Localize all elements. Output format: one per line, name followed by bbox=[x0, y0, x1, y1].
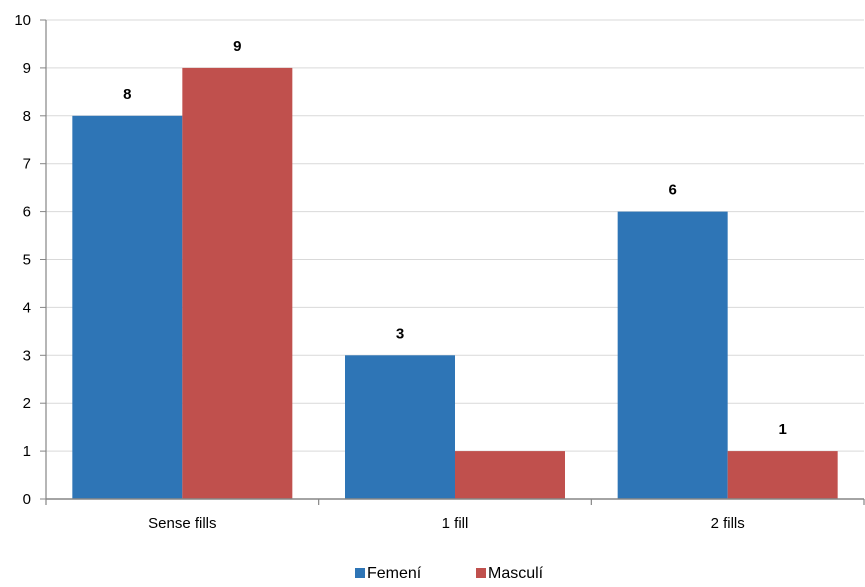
y-axis-tick-labels: 0 1 2 3 4 5 6 7 8 9 10 bbox=[14, 12, 31, 508]
legend-label: Femení bbox=[367, 565, 422, 582]
y-tick-label: 6 bbox=[23, 204, 31, 221]
legend-swatch bbox=[476, 568, 486, 578]
y-tick-label: 8 bbox=[23, 108, 31, 125]
y-tick-label: 10 bbox=[14, 12, 31, 29]
legend: Femení Masculí bbox=[355, 565, 544, 582]
data-label: 1 bbox=[778, 421, 786, 438]
x-axis-category-labels: Sense fills 1 fill 2 fills bbox=[148, 515, 745, 532]
legend-item: Masculí bbox=[476, 565, 544, 582]
data-labels: 8 3 6 9 1 bbox=[123, 38, 787, 438]
x-category-label: 2 fills bbox=[711, 515, 745, 532]
data-label: 3 bbox=[396, 325, 404, 342]
y-tick-label: 5 bbox=[23, 252, 31, 269]
bar-femen--2 bbox=[345, 355, 455, 499]
y-tick-label: 3 bbox=[23, 347, 31, 364]
bar-mascul--1 bbox=[182, 67, 293, 500]
bar-mascul--3 bbox=[727, 451, 838, 499]
bar-mascul--2 bbox=[455, 451, 565, 499]
axes bbox=[40, 19, 865, 505]
x-category-label: 1 fill bbox=[442, 515, 469, 532]
bars bbox=[72, 67, 838, 500]
legend-label: Masculí bbox=[488, 565, 544, 582]
y-tick-label: 2 bbox=[23, 395, 31, 412]
data-label: 6 bbox=[668, 182, 676, 199]
data-label: 8 bbox=[123, 86, 131, 103]
bar-femen--1 bbox=[72, 115, 183, 500]
legend-item: Femení bbox=[355, 565, 422, 582]
y-tick-label: 7 bbox=[23, 156, 31, 173]
x-category-label: Sense fills bbox=[148, 515, 216, 532]
data-label: 9 bbox=[233, 38, 241, 55]
y-tick-label: 0 bbox=[23, 491, 31, 508]
y-tick-label: 4 bbox=[23, 299, 31, 316]
y-tick-label: 1 bbox=[23, 443, 31, 460]
legend-swatch bbox=[355, 568, 365, 578]
y-tick-label: 9 bbox=[23, 60, 31, 77]
bar-femen--3 bbox=[617, 211, 728, 499]
